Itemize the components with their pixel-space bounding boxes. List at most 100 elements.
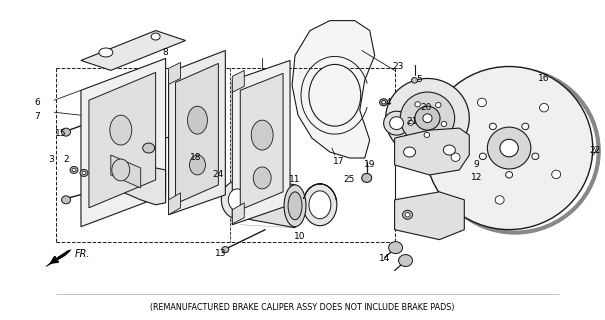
Text: 10: 10 (294, 232, 306, 241)
Ellipse shape (362, 173, 371, 182)
Text: 16: 16 (538, 74, 550, 83)
Ellipse shape (253, 167, 271, 189)
Ellipse shape (489, 123, 496, 130)
Polygon shape (394, 128, 469, 175)
Ellipse shape (488, 127, 531, 169)
Ellipse shape (388, 242, 402, 253)
Ellipse shape (540, 103, 549, 112)
Ellipse shape (251, 120, 273, 150)
Ellipse shape (495, 196, 504, 204)
Polygon shape (81, 59, 166, 227)
Ellipse shape (443, 145, 456, 155)
Text: FR.: FR. (75, 249, 91, 259)
Ellipse shape (404, 147, 416, 157)
Text: 12: 12 (471, 173, 482, 182)
Text: 2: 2 (63, 155, 69, 164)
Polygon shape (91, 112, 166, 205)
Text: 3: 3 (48, 155, 54, 164)
Ellipse shape (309, 191, 331, 219)
Ellipse shape (189, 155, 206, 175)
Ellipse shape (228, 189, 246, 211)
Text: 21: 21 (407, 117, 418, 126)
Polygon shape (292, 20, 374, 158)
Polygon shape (89, 72, 155, 208)
Text: 6: 6 (34, 98, 40, 107)
Ellipse shape (441, 121, 446, 126)
Ellipse shape (110, 115, 132, 145)
Text: 20: 20 (420, 103, 432, 112)
Ellipse shape (424, 132, 430, 138)
Ellipse shape (436, 102, 441, 108)
Text: 4: 4 (386, 98, 391, 107)
Text: 15: 15 (55, 129, 67, 138)
Ellipse shape (221, 181, 253, 219)
Ellipse shape (62, 128, 71, 136)
Ellipse shape (288, 192, 302, 220)
Ellipse shape (384, 111, 410, 135)
Polygon shape (169, 193, 180, 215)
Polygon shape (232, 60, 290, 225)
Polygon shape (169, 62, 180, 84)
Ellipse shape (415, 106, 440, 130)
Polygon shape (240, 175, 295, 228)
Ellipse shape (522, 123, 529, 130)
Ellipse shape (402, 210, 413, 219)
Ellipse shape (303, 184, 337, 226)
Ellipse shape (451, 153, 460, 161)
Ellipse shape (552, 170, 561, 179)
Polygon shape (46, 250, 71, 267)
Ellipse shape (82, 171, 86, 175)
Polygon shape (111, 155, 141, 188)
Ellipse shape (70, 166, 78, 173)
Ellipse shape (80, 170, 88, 176)
Ellipse shape (390, 117, 404, 130)
Ellipse shape (72, 168, 76, 172)
Ellipse shape (284, 185, 306, 227)
Ellipse shape (477, 98, 486, 107)
Text: 9: 9 (473, 160, 479, 170)
Ellipse shape (112, 159, 129, 181)
Text: 23: 23 (392, 62, 404, 71)
Text: 7: 7 (34, 112, 40, 121)
Ellipse shape (500, 139, 518, 157)
Ellipse shape (411, 78, 417, 83)
Ellipse shape (151, 33, 160, 40)
Ellipse shape (382, 100, 385, 104)
Text: 5: 5 (417, 75, 422, 84)
Ellipse shape (99, 48, 113, 57)
Text: 17: 17 (333, 157, 345, 166)
Polygon shape (169, 51, 225, 215)
Ellipse shape (188, 106, 208, 134)
Text: 8: 8 (163, 48, 168, 57)
Ellipse shape (532, 153, 539, 160)
Text: 25: 25 (343, 175, 355, 184)
Ellipse shape (408, 120, 413, 125)
Text: 13: 13 (215, 249, 226, 258)
Ellipse shape (415, 102, 420, 107)
Ellipse shape (423, 114, 432, 123)
Ellipse shape (385, 78, 469, 158)
Ellipse shape (309, 64, 361, 126)
Text: 22: 22 (589, 146, 600, 155)
Polygon shape (394, 192, 464, 240)
Ellipse shape (143, 143, 155, 153)
Ellipse shape (405, 212, 410, 217)
Text: 18: 18 (190, 153, 201, 162)
Text: 11: 11 (289, 175, 301, 184)
Ellipse shape (401, 92, 454, 144)
Ellipse shape (399, 255, 413, 267)
Ellipse shape (479, 153, 486, 160)
Polygon shape (232, 203, 244, 224)
Ellipse shape (425, 67, 593, 229)
Ellipse shape (380, 99, 388, 106)
Ellipse shape (222, 247, 229, 252)
Text: 24: 24 (213, 171, 224, 180)
Polygon shape (232, 70, 244, 92)
Ellipse shape (506, 172, 512, 178)
Text: (REMANUFACTURED BRAKE CALIPER ASSY DOES NOT INCLUDE BRAKE PADS): (REMANUFACTURED BRAKE CALIPER ASSY DOES … (150, 303, 454, 312)
Polygon shape (175, 63, 218, 204)
Polygon shape (81, 31, 186, 70)
Text: 19: 19 (364, 160, 376, 170)
Ellipse shape (62, 196, 71, 204)
Polygon shape (240, 73, 283, 210)
